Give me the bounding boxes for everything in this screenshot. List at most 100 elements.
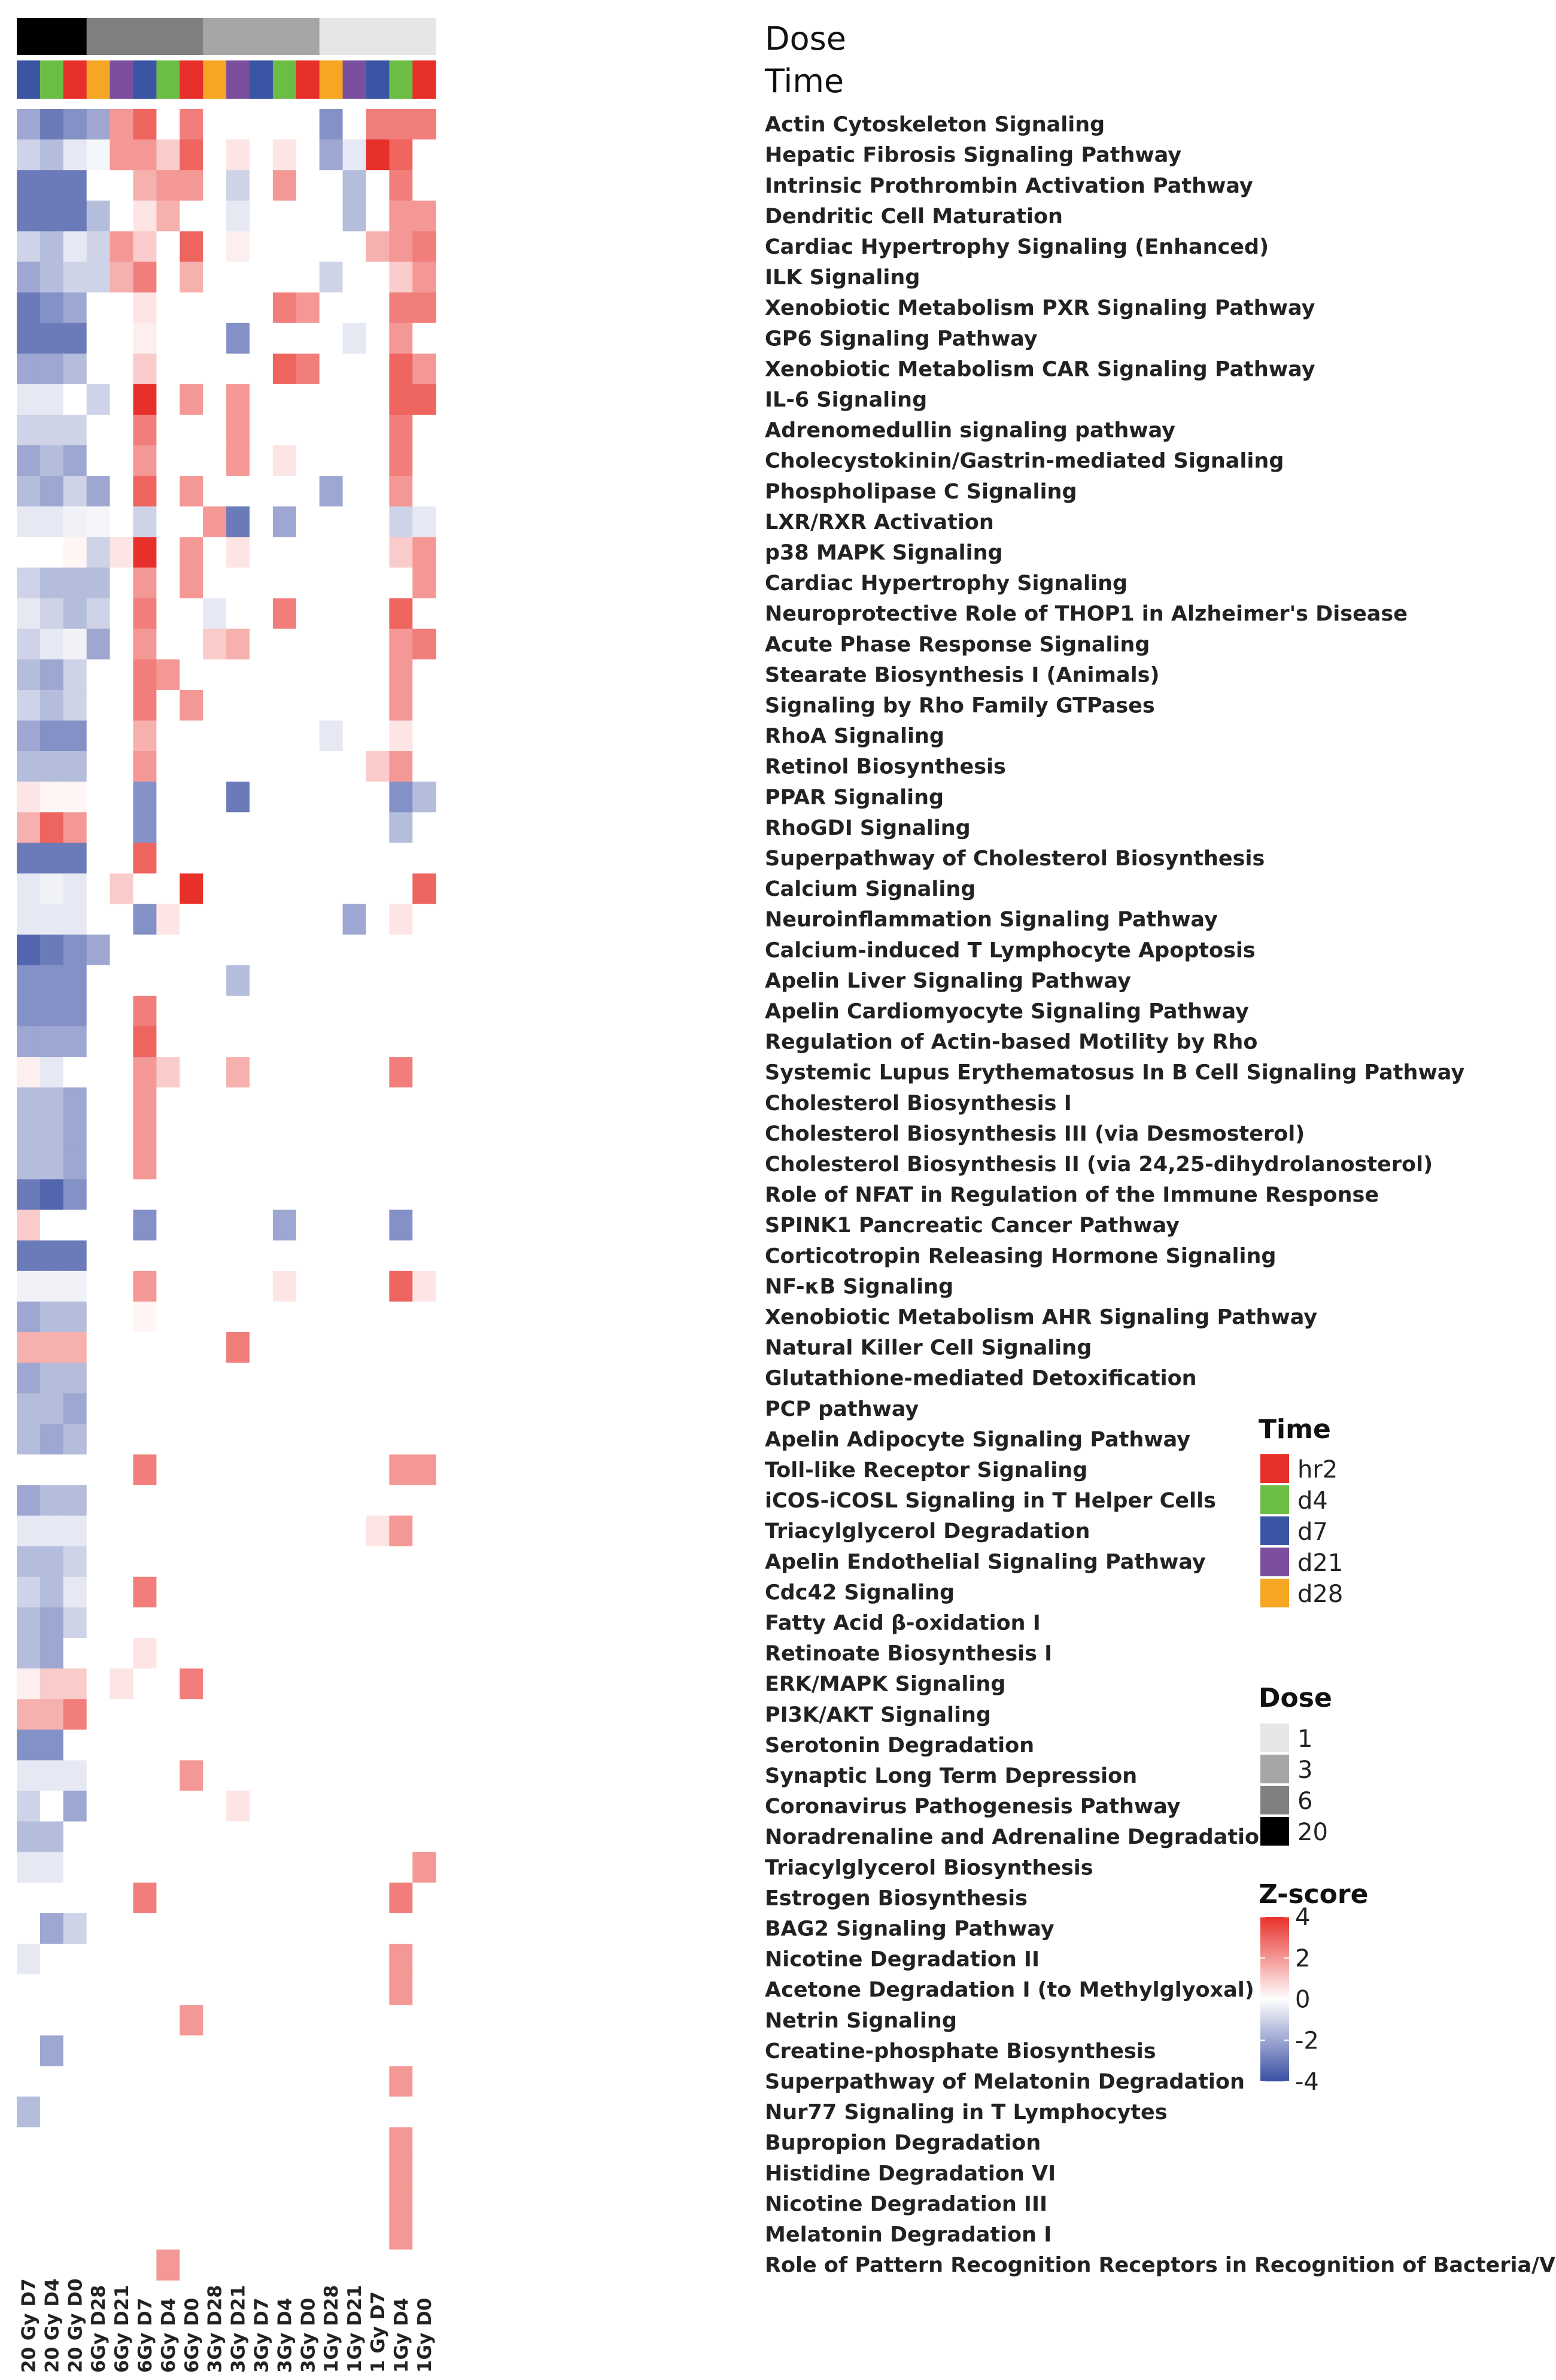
- heatmap-cell: [366, 1424, 390, 1455]
- heatmap-cell: [412, 2127, 436, 2159]
- heatmap-cell: [319, 1852, 344, 1883]
- heatmap-cell: [180, 934, 203, 966]
- heatmap-cell: [319, 1944, 344, 1975]
- heatmap-cell: [156, 1424, 180, 1455]
- heatmap-cell: [39, 476, 64, 507]
- heatmap-cell: [342, 1087, 367, 1118]
- heatmap-cell: [296, 2250, 320, 2281]
- heatmap-cell: [226, 1576, 250, 1608]
- heatmap-cell: [133, 1057, 157, 1088]
- heatmap-cell: [156, 292, 180, 324]
- heatmap-cell: [17, 873, 41, 905]
- column-label: 1 Gy D7: [367, 2291, 389, 2373]
- heatmap-cell: [226, 2127, 250, 2159]
- heatmap-cell: [133, 904, 157, 935]
- heatmap-cell: [156, 1607, 180, 1639]
- heatmap-cell: [412, 2035, 436, 2066]
- heatmap-cell: [17, 689, 41, 721]
- heatmap-cell: [203, 139, 227, 171]
- heatmap-cell: [412, 721, 436, 752]
- heatmap-cell: [250, 1607, 273, 1639]
- heatmap-cell: [133, 2096, 157, 2128]
- row-label: Synaptic Long Term Depression: [765, 1764, 1137, 1788]
- heatmap-cell: [296, 139, 320, 171]
- row-label: Systemic Lupus Erythematosus In B Cell S…: [765, 1061, 1464, 1085]
- heatmap-cell: [156, 1852, 180, 1883]
- heatmap-cell: [389, 1729, 413, 1761]
- heatmap-cell: [203, 2096, 227, 2128]
- heatmap-cell: [110, 2127, 134, 2159]
- heatmap-cell: [133, 1546, 157, 1577]
- heatmap-cell: [203, 2066, 227, 2098]
- heatmap-cell: [156, 1913, 180, 1944]
- heatmap-cell: [17, 353, 41, 385]
- heatmap-cell: [86, 1638, 111, 1669]
- heatmap-cell: [203, 415, 227, 446]
- heatmap-cell: [180, 598, 203, 630]
- heatmap-cell: [366, 1852, 390, 1883]
- heatmap-cell: [412, 995, 436, 1027]
- heatmap-cell: [133, 537, 157, 569]
- heatmap-cell: [226, 1118, 250, 1149]
- row-label: LXR/RXR Activation: [765, 510, 994, 534]
- heatmap-cell: [39, 843, 64, 874]
- time-legend-title: Time: [1259, 1414, 1331, 1445]
- heatmap-cell: [63, 1148, 87, 1180]
- heatmap-cell: [226, 1546, 250, 1577]
- heatmap-cell: [133, 384, 157, 415]
- heatmap-cell: [86, 2066, 111, 2098]
- heatmap-cell: [296, 1576, 320, 1608]
- heatmap-cell: [389, 1301, 413, 1333]
- heatmap-cell: [250, 1515, 273, 1547]
- heatmap-cell: [180, 1944, 203, 1975]
- heatmap-cell: [63, 1668, 87, 1700]
- row-label: p38 MAPK Signaling: [765, 541, 1003, 565]
- heatmap-cell: [17, 262, 41, 293]
- heatmap-cell: [272, 506, 297, 537]
- heatmap-cell: [412, 2157, 436, 2189]
- heatmap-cell: [250, 506, 273, 537]
- heatmap-cell: [110, 231, 134, 263]
- row-label: Glutathione-mediated Detoxification: [765, 1367, 1197, 1391]
- heatmap-cell: [110, 934, 134, 966]
- heatmap-cell: [296, 1301, 320, 1333]
- heatmap-cell: [156, 782, 180, 813]
- heatmap-cell: [203, 1087, 227, 1118]
- heatmap-cell: [86, 873, 111, 905]
- heatmap-cell: [226, 1057, 250, 1088]
- heatmap-cell: [17, 1118, 41, 1149]
- heatmap-cell: [250, 1638, 273, 1669]
- heatmap-cell: [412, 353, 436, 385]
- heatmap-cell: [17, 200, 41, 232]
- heatmap-cell: [366, 1332, 390, 1363]
- heatmap-cell: [110, 1179, 134, 1211]
- heatmap-cell: [86, 1332, 111, 1363]
- heatmap-cell: [110, 1852, 134, 1883]
- heatmap-cell: [296, 1546, 320, 1577]
- heatmap-cell: [203, 1148, 227, 1180]
- dose-cell: [156, 18, 180, 55]
- heatmap-cell: [63, 1760, 87, 1792]
- heatmap-cell: [342, 1668, 367, 1700]
- heatmap-cell: [133, 1607, 157, 1639]
- row-label: BAG2 Signaling Pathway: [765, 1917, 1054, 1941]
- heatmap-cell: [86, 721, 111, 752]
- heatmap-cell: [296, 1821, 320, 1853]
- row-label: Cholesterol Biosynthesis II (via 24,25-d…: [765, 1153, 1433, 1177]
- heatmap-cell: [366, 2157, 390, 2189]
- heatmap-cell: [156, 1179, 180, 1211]
- heatmap-cell: [133, 1882, 157, 1914]
- heatmap-cell: [133, 323, 157, 354]
- row-label: Creatine-phosphate Biosynthesis: [765, 2039, 1156, 2063]
- heatmap-cell: [412, 1638, 436, 1669]
- heatmap-cell: [133, 200, 157, 232]
- heatmap-cell: [226, 843, 250, 874]
- time-legend-label: d4: [1297, 1487, 1328, 1515]
- heatmap-cell: [296, 1852, 320, 1883]
- heatmap-cell: [389, 2096, 413, 2128]
- heatmap-cell: [226, 2005, 250, 2036]
- heatmap-cell: [342, 323, 367, 354]
- heatmap-cell: [296, 1760, 320, 1792]
- heatmap-cell: [296, 873, 320, 905]
- heatmap-cell: [342, 1607, 367, 1639]
